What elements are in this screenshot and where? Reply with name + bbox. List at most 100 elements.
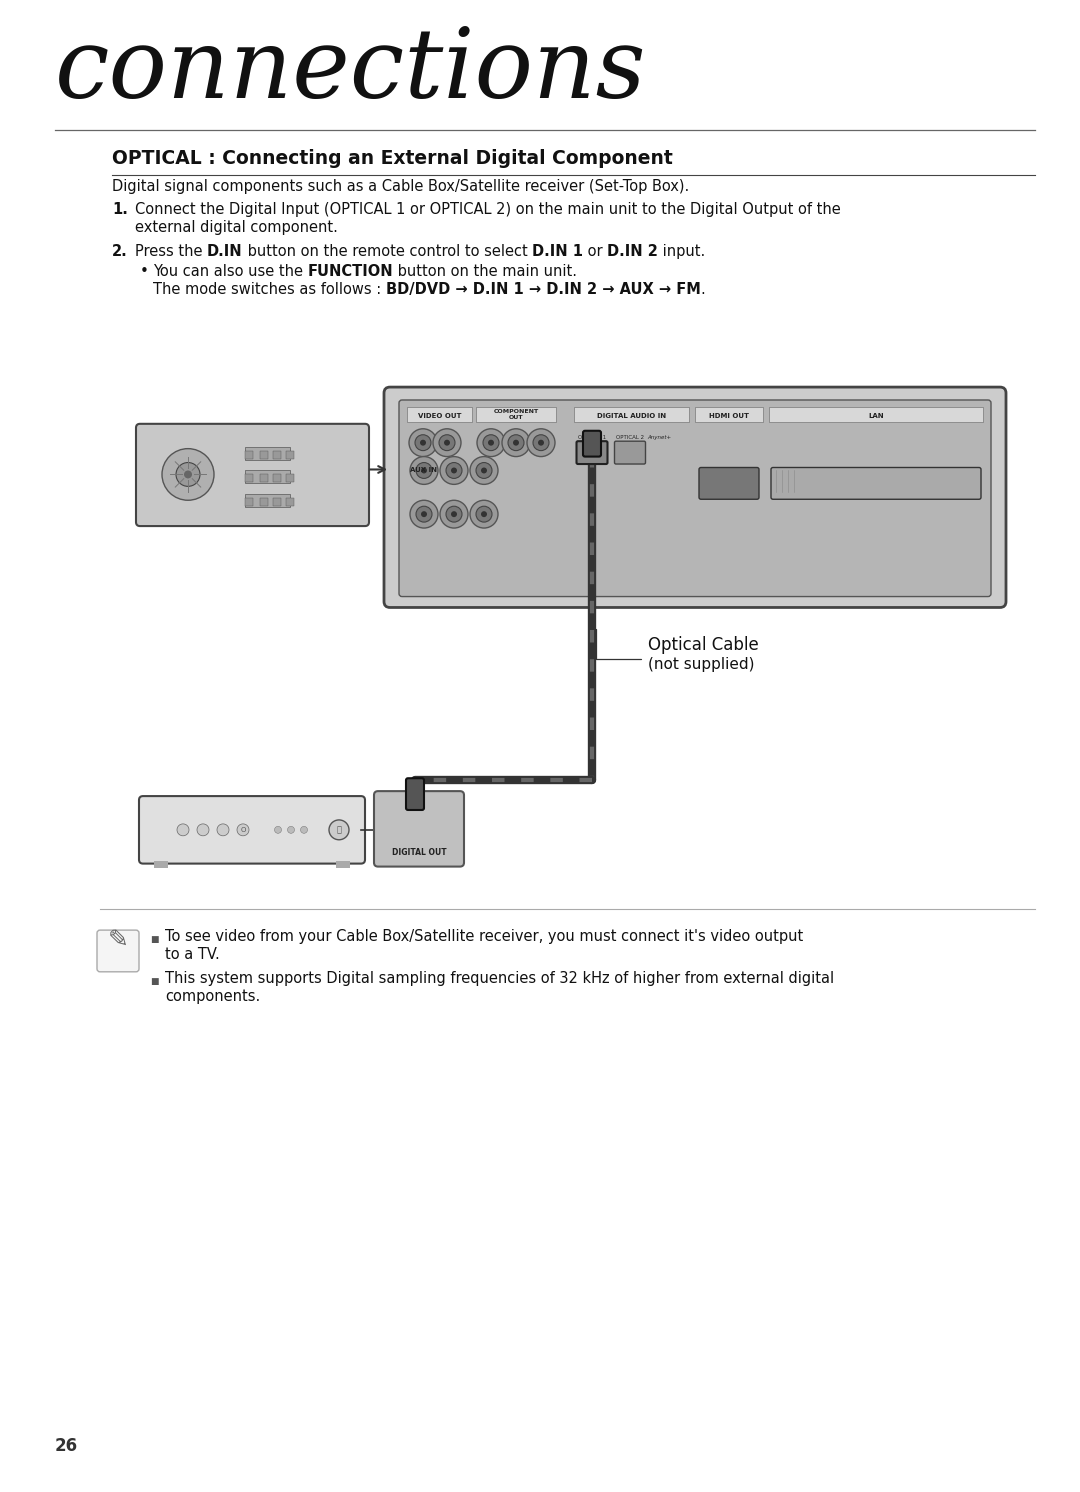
Text: D.IN: D.IN (207, 245, 243, 260)
FancyBboxPatch shape (771, 467, 981, 500)
Circle shape (481, 467, 487, 473)
Circle shape (274, 827, 282, 834)
Circle shape (476, 463, 492, 479)
Text: O: O (241, 827, 245, 833)
Circle shape (538, 440, 544, 446)
Circle shape (477, 428, 505, 457)
Circle shape (162, 449, 214, 500)
Text: ■: ■ (150, 935, 159, 944)
Text: This system supports Digital sampling frequencies of 32 kHz of higher from exter: This system supports Digital sampling fr… (165, 971, 834, 986)
Bar (273, 498, 281, 506)
Text: AUX IN: AUX IN (410, 467, 437, 473)
Text: DIGITAL OUT: DIGITAL OUT (392, 847, 446, 856)
Text: (not supplied): (not supplied) (648, 656, 755, 671)
FancyBboxPatch shape (384, 386, 1005, 607)
Bar (245, 470, 291, 483)
Circle shape (329, 821, 349, 840)
FancyBboxPatch shape (583, 431, 600, 457)
Text: button on the main unit.: button on the main unit. (393, 264, 577, 279)
Text: .: . (701, 282, 705, 297)
Text: components.: components. (165, 989, 260, 1004)
Text: HDMI OUT: HDMI OUT (708, 413, 750, 419)
Bar (260, 498, 268, 506)
Text: input.: input. (658, 245, 705, 260)
Circle shape (444, 440, 450, 446)
Circle shape (421, 512, 427, 518)
Bar (336, 861, 350, 867)
Circle shape (237, 824, 249, 836)
Bar (154, 861, 168, 867)
Text: OPTICAL : Connecting an External Digital Component: OPTICAL : Connecting an External Digital… (112, 149, 673, 167)
Circle shape (287, 827, 295, 834)
Text: connections: connections (55, 24, 647, 118)
Text: You can also use the: You can also use the (153, 264, 308, 279)
Circle shape (409, 428, 437, 457)
Text: ■: ■ (150, 977, 159, 986)
Text: ⏻: ⏻ (337, 825, 341, 834)
Bar (245, 474, 253, 482)
Circle shape (470, 457, 498, 485)
Text: Connect the Digital Input (OPTICAL 1 or OPTICAL 2) on the main unit to the Digit: Connect the Digital Input (OPTICAL 1 or … (135, 203, 840, 218)
FancyBboxPatch shape (374, 791, 464, 867)
Circle shape (483, 434, 499, 451)
Circle shape (433, 428, 461, 457)
Circle shape (470, 500, 498, 528)
Text: OUT: OUT (509, 415, 523, 421)
Text: Press the: Press the (135, 245, 207, 260)
Circle shape (416, 506, 432, 522)
Circle shape (410, 500, 438, 528)
Bar (245, 498, 253, 506)
Circle shape (446, 463, 462, 479)
Bar (260, 451, 268, 458)
Text: BD/DVD → D.IN 1 → D.IN 2 → AUX → FM: BD/DVD → D.IN 1 → D.IN 2 → AUX → FM (386, 282, 701, 297)
FancyBboxPatch shape (615, 442, 646, 464)
Text: The mode switches as follows :: The mode switches as follows : (153, 282, 386, 297)
FancyBboxPatch shape (399, 400, 991, 597)
Circle shape (438, 434, 455, 451)
Text: to a TV.: to a TV. (165, 947, 219, 962)
Text: or: or (583, 245, 607, 260)
Circle shape (451, 467, 457, 473)
Text: OPTICAL 1: OPTICAL 1 (578, 436, 606, 440)
Bar (573, 407, 689, 422)
FancyBboxPatch shape (136, 424, 369, 527)
Text: 26: 26 (55, 1437, 78, 1455)
Text: 1.: 1. (112, 203, 127, 218)
Circle shape (300, 827, 308, 834)
Circle shape (415, 434, 431, 451)
Bar (476, 407, 556, 422)
FancyBboxPatch shape (97, 930, 139, 971)
Circle shape (488, 440, 494, 446)
Bar (286, 474, 294, 482)
Bar (260, 474, 268, 482)
Bar (769, 407, 983, 422)
Text: D.IN 1: D.IN 1 (532, 245, 583, 260)
Bar (245, 494, 291, 507)
Text: Anynet+: Anynet+ (647, 436, 671, 440)
Text: VIDEO OUT: VIDEO OUT (418, 413, 461, 419)
Circle shape (416, 463, 432, 479)
FancyBboxPatch shape (699, 467, 759, 500)
FancyBboxPatch shape (139, 797, 365, 864)
FancyBboxPatch shape (406, 779, 424, 810)
Circle shape (440, 500, 468, 528)
Circle shape (481, 512, 487, 518)
Bar (273, 451, 281, 458)
Text: Digital signal components such as a Cable Box/Satellite receiver (Set-Top Box).: Digital signal components such as a Cabl… (112, 179, 689, 194)
Circle shape (217, 824, 229, 836)
Circle shape (502, 428, 530, 457)
Text: Optical Cable: Optical Cable (648, 636, 759, 653)
Bar (245, 451, 253, 458)
Circle shape (534, 434, 549, 451)
Text: LAN: LAN (868, 413, 883, 419)
Text: To see video from your Cable Box/Satellite receiver, you must connect it's video: To see video from your Cable Box/Satelli… (165, 930, 804, 944)
Text: DIGITAL AUDIO IN: DIGITAL AUDIO IN (597, 413, 666, 419)
Bar (273, 474, 281, 482)
Text: COMPONENT: COMPONENT (494, 409, 539, 415)
Text: •: • (140, 264, 149, 279)
Bar (286, 498, 294, 506)
Bar (286, 451, 294, 458)
Circle shape (197, 824, 210, 836)
Circle shape (527, 428, 555, 457)
Circle shape (420, 440, 426, 446)
